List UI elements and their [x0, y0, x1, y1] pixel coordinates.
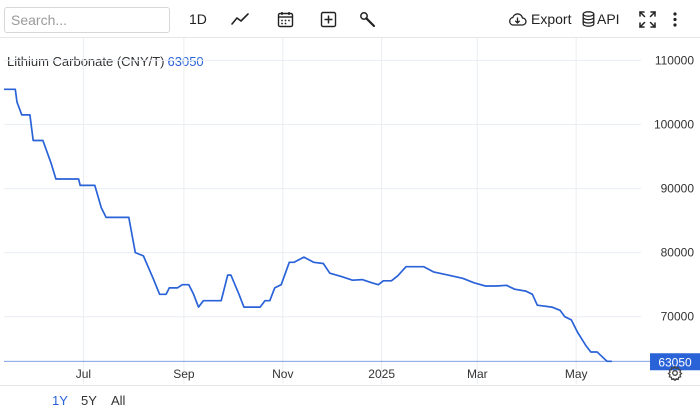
x-tick-label: May	[565, 367, 588, 381]
compare-button[interactable]	[320, 9, 337, 29]
last-value-badge	[650, 353, 700, 371]
x-tick-label: Nov	[272, 367, 293, 381]
range-1y-button[interactable]: 1Y	[52, 393, 68, 408]
search-input[interactable]	[4, 7, 170, 33]
range-selector: 1Y 5Y All	[0, 385, 700, 412]
fullscreen-button[interactable]	[639, 9, 656, 29]
interval-label: 1D	[189, 11, 207, 27]
wrench-icon	[360, 11, 376, 27]
date-range-button[interactable]	[277, 9, 294, 29]
add-compare-icon	[320, 11, 337, 27]
chart-title: Lithium Carbonate (CNY/T) 63050	[7, 54, 204, 69]
x-tick-label: Sep	[173, 367, 195, 381]
gear-icon	[667, 365, 683, 382]
chart-toolbar: 1D Exp	[0, 0, 700, 38]
range-all-button[interactable]: All	[111, 393, 126, 408]
price-chart[interactable]: 70000 80000 90000 100000 110000 Jul Sep Nov 202…	[0, 38, 700, 384]
y-axis: 70000 80000 90000 100000 110000	[654, 53, 694, 323]
x-tick-label: Jul	[76, 367, 91, 381]
export-button[interactable]: Export	[508, 9, 571, 29]
series-layer	[4, 88, 612, 363]
x-axis: Jul Sep Nov 2025 Mar May	[76, 367, 588, 381]
chart-type-button[interactable]	[231, 9, 249, 29]
range-5y-button[interactable]: 5Y	[81, 393, 97, 408]
calendar-icon	[277, 11, 294, 27]
chart-settings-button[interactable]	[667, 365, 683, 386]
interval-button[interactable]: 1D	[189, 9, 207, 29]
chart-title-text: Lithium Carbonate (CNY/T)	[7, 54, 165, 69]
fullscreen-icon	[639, 10, 656, 28]
last-value-badge-label: 63050	[658, 355, 692, 369]
last-value-layer: 63050	[4, 353, 700, 371]
x-tick-label: 2025	[368, 367, 395, 381]
export-label: Export	[531, 11, 572, 27]
y-tick-label: 110000	[655, 53, 694, 67]
x-tick-label: Mar	[467, 367, 488, 381]
settings-tools-button[interactable]	[359, 9, 376, 29]
more-vertical-icon	[673, 11, 677, 27]
api-label: API	[597, 11, 620, 27]
y-tick-label: 70000	[661, 310, 695, 324]
line-chart-icon	[231, 13, 249, 25]
y-tick-label: 90000	[661, 182, 695, 196]
y-tick-label: 80000	[661, 246, 695, 260]
database-icon	[582, 11, 595, 27]
api-button[interactable]: API	[582, 9, 620, 29]
grid-lines	[4, 38, 641, 384]
cloud-download-icon	[509, 12, 527, 26]
chart-title-last-value: 63050	[167, 54, 204, 69]
series-line	[4, 88, 612, 363]
y-tick-label: 100000	[654, 118, 694, 132]
more-options-button[interactable]	[672, 9, 678, 29]
